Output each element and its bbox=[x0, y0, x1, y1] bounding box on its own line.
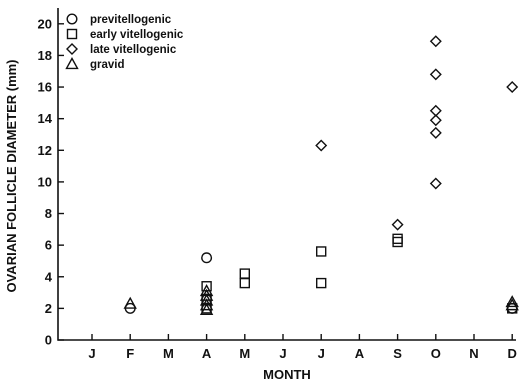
x-tick-label: F bbox=[126, 346, 134, 361]
legend-label: early vitellogenic bbox=[90, 29, 184, 41]
x-tick-label: J bbox=[88, 346, 95, 361]
diamond-point bbox=[429, 114, 442, 127]
x-tick-label: O bbox=[431, 346, 441, 361]
square-point bbox=[316, 246, 327, 257]
triangle-point bbox=[505, 298, 519, 311]
diamond-point bbox=[429, 126, 442, 139]
diamond-point bbox=[429, 177, 442, 190]
axes bbox=[57, 8, 516, 341]
triangle-point bbox=[505, 295, 519, 308]
x-tick-label: A bbox=[355, 346, 365, 361]
series-early-vitellogenic bbox=[201, 233, 518, 314]
legend-item: previtellogenic bbox=[66, 13, 172, 26]
legend-triangle-icon bbox=[65, 57, 79, 70]
series-late-vitellogenic bbox=[315, 35, 519, 231]
triangle-point bbox=[123, 296, 137, 309]
plot-frame bbox=[57, 8, 516, 341]
square-point bbox=[392, 233, 403, 245]
triangle-point bbox=[199, 298, 214, 311]
diamond-point bbox=[429, 68, 442, 81]
legend: previtellogenic early vitellogenic late vi… bbox=[65, 13, 184, 71]
y-tick-label: 0 bbox=[45, 333, 52, 348]
square-point bbox=[392, 236, 403, 248]
x-tick-label: J bbox=[318, 346, 325, 361]
x-axis-title: MONTH bbox=[263, 367, 311, 382]
y-axis-title: OVARIAN FOLLICLE DIAMETER (mm) bbox=[4, 59, 19, 292]
y-tick-label: 8 bbox=[45, 206, 52, 221]
legend-label: late vitellogenic bbox=[90, 44, 177, 56]
y-tick-label: 10 bbox=[38, 174, 52, 189]
legend-square-icon bbox=[66, 28, 78, 40]
x-tick-label: D bbox=[508, 346, 517, 361]
square-point bbox=[239, 268, 251, 279]
y-tick-label: 4 bbox=[45, 269, 53, 284]
x-tick-label: N bbox=[469, 346, 478, 361]
legend-item: late vitellogenic bbox=[66, 43, 177, 56]
x-tick-label: A bbox=[202, 346, 212, 361]
square-point bbox=[316, 277, 327, 289]
diamond-point bbox=[429, 35, 442, 48]
y-tick-label: 16 bbox=[38, 80, 52, 95]
legend-item: early vitellogenic bbox=[66, 28, 184, 41]
y-tick-label: 6 bbox=[45, 238, 52, 253]
x-tick-label: S bbox=[393, 346, 402, 361]
y-tick-label: 12 bbox=[38, 143, 52, 158]
x-tick-label: M bbox=[163, 346, 174, 361]
y-axis-ticks: 0 2 4 6 8 10 12 14 16 18 20 bbox=[38, 16, 64, 348]
circle-point bbox=[201, 252, 213, 264]
data-points bbox=[123, 35, 519, 316]
diamond-point bbox=[315, 139, 328, 152]
legend-label: previtellogenic bbox=[90, 14, 172, 26]
y-tick-label: 18 bbox=[38, 48, 52, 63]
x-tick-label: J bbox=[279, 346, 286, 361]
series-gravid bbox=[123, 284, 519, 316]
y-tick-label: 20 bbox=[38, 16, 52, 31]
legend-diamond-icon bbox=[66, 43, 78, 55]
diamond-point bbox=[391, 218, 404, 231]
square-point bbox=[239, 277, 251, 289]
legend-circle-icon bbox=[66, 13, 78, 25]
diamond-point bbox=[506, 81, 519, 94]
y-tick-label: 2 bbox=[45, 301, 52, 316]
y-tick-label: 14 bbox=[38, 111, 53, 126]
x-tick-label: M bbox=[239, 346, 250, 361]
legend-item: gravid bbox=[65, 57, 125, 71]
triangle-point bbox=[199, 303, 214, 316]
series-previtellogenic bbox=[124, 252, 518, 314]
legend-label: gravid bbox=[90, 59, 125, 71]
